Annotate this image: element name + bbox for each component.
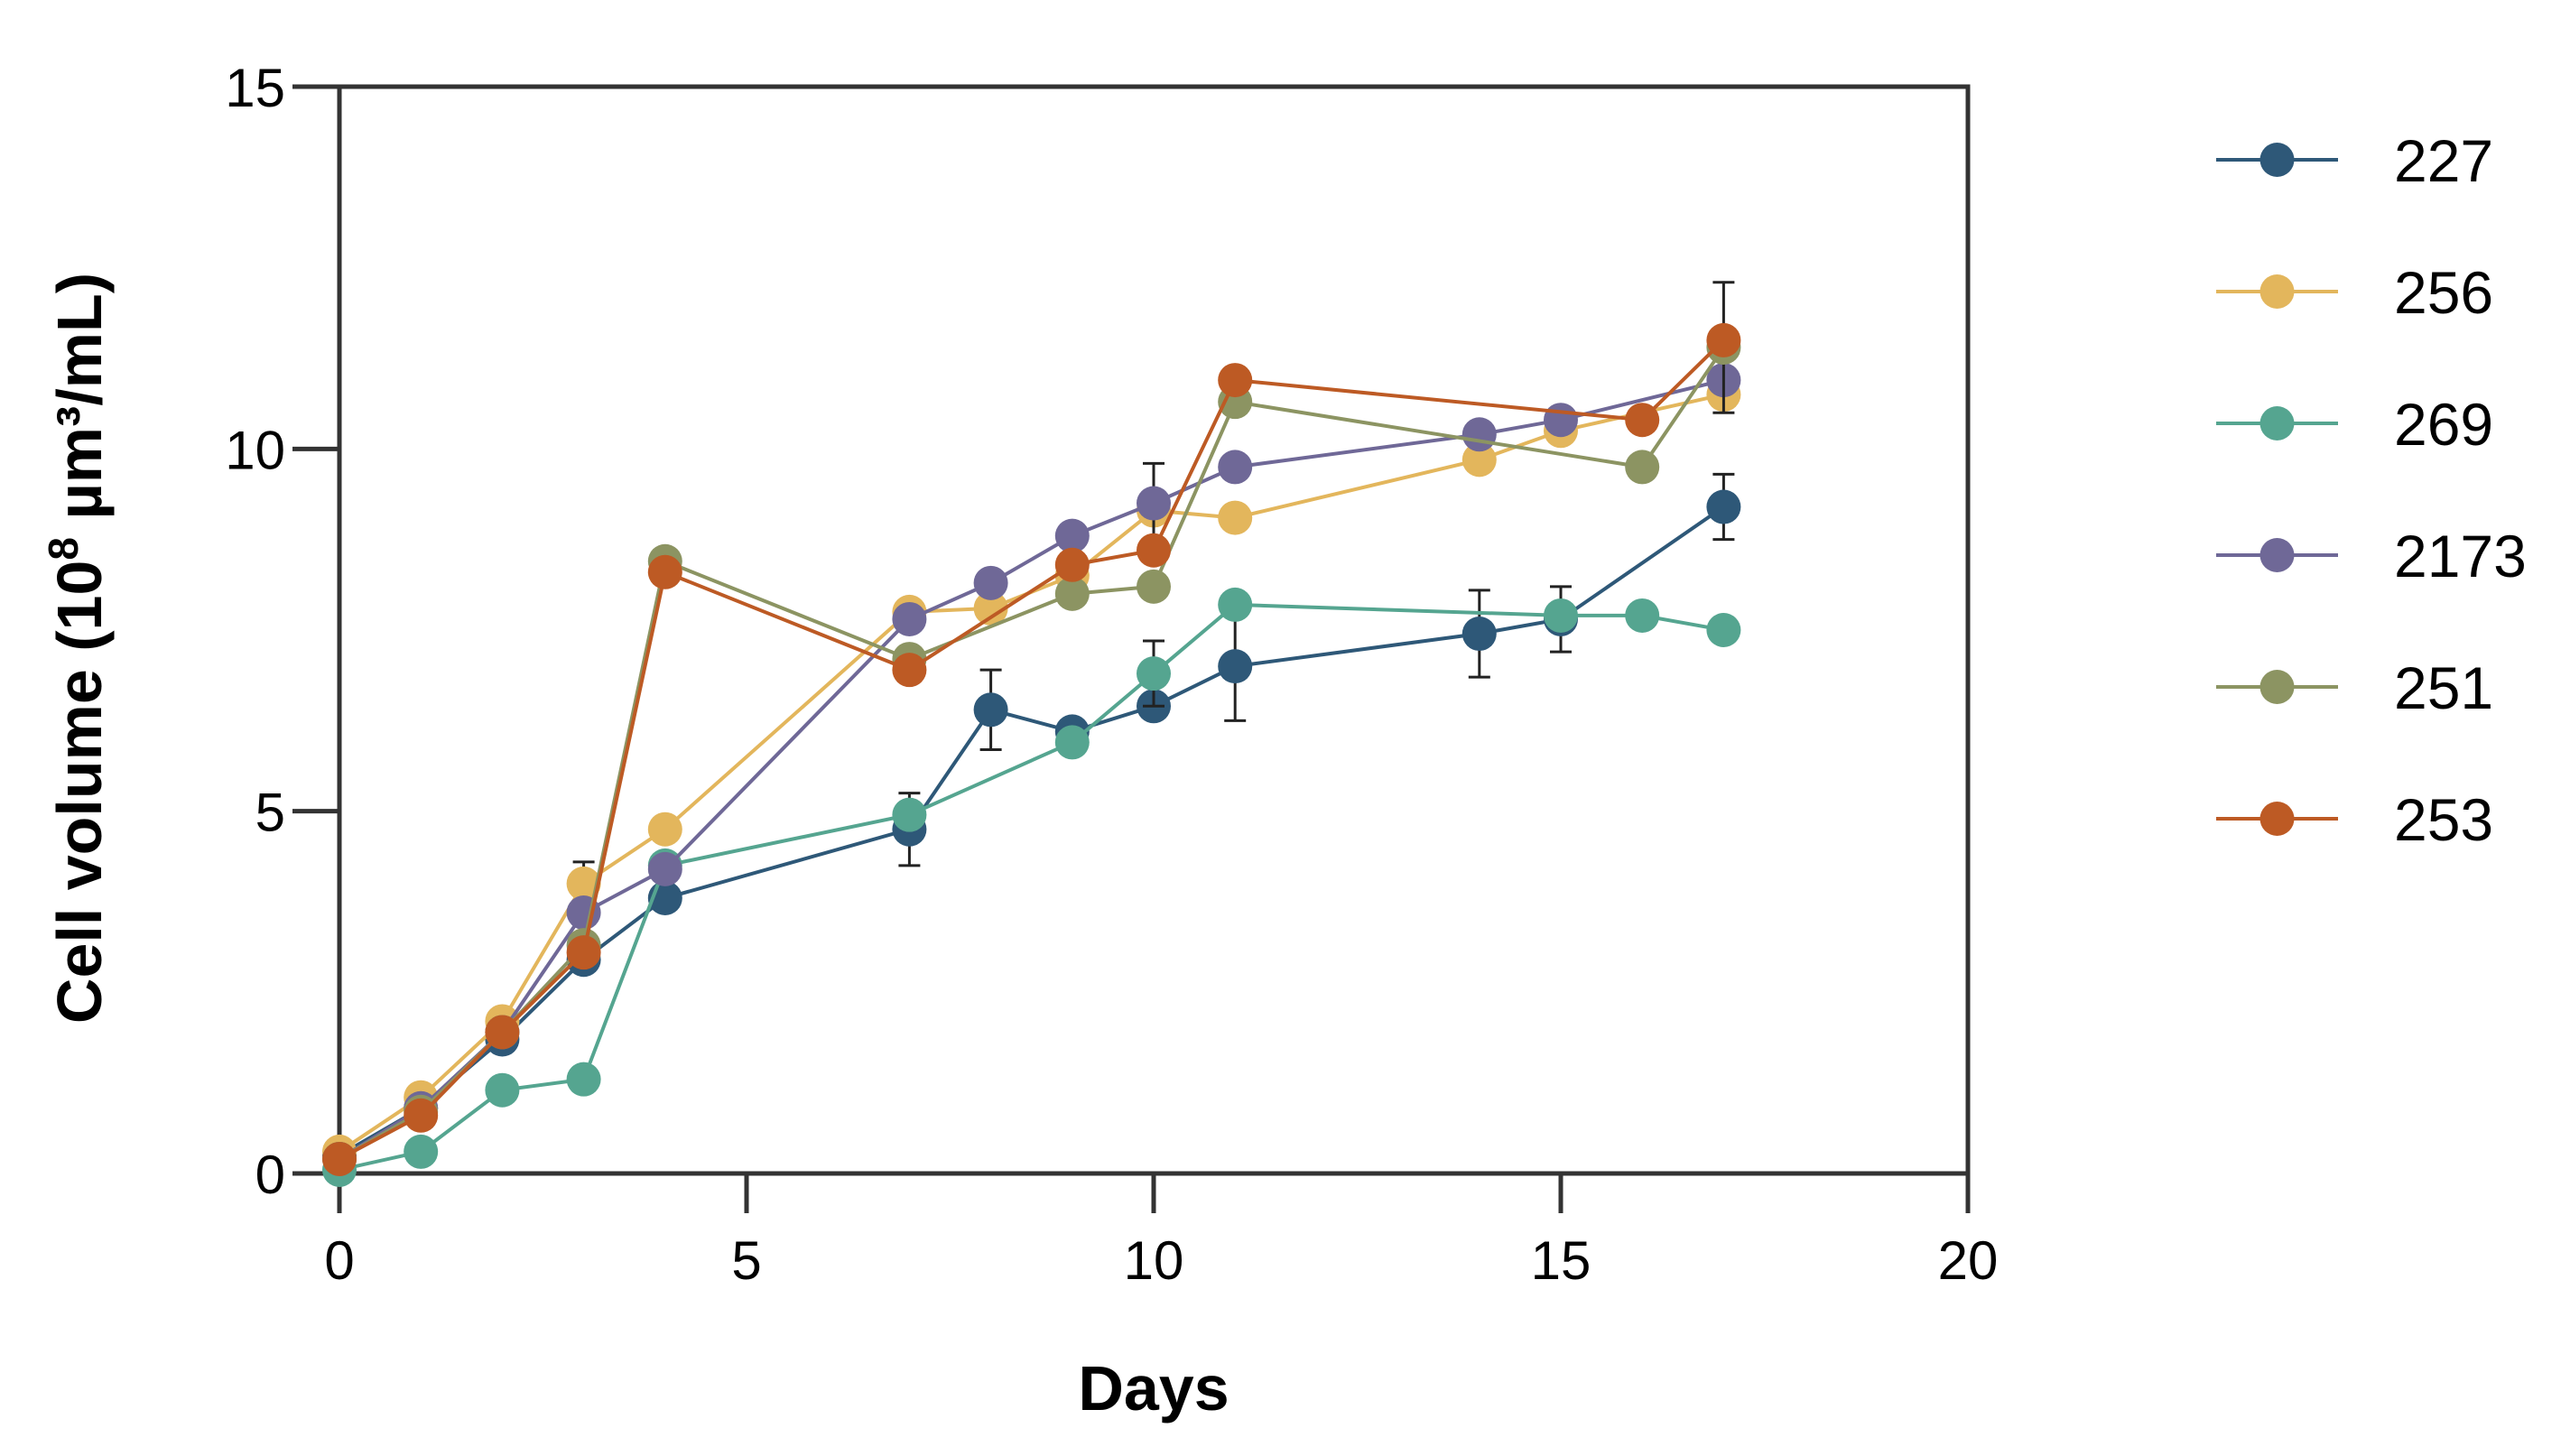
data-point	[1137, 533, 1171, 568]
legend-label: 253	[2394, 786, 2493, 853]
data-point	[973, 692, 1008, 728]
axes: 0 5 10 15 20 0 5 10 15	[225, 58, 1998, 1291]
legend-marker	[2259, 670, 2295, 704]
data-point	[1137, 656, 1171, 691]
legend-marker	[2259, 802, 2295, 836]
series-line-227	[338, 505, 1725, 1157]
y-tick-label: 5	[255, 783, 285, 843]
series-group	[322, 281, 1741, 1187]
data-point	[973, 565, 1008, 600]
x-tick-label: 5	[731, 1230, 761, 1291]
legend-item-253: 253	[2216, 786, 2493, 853]
data-point	[1054, 576, 1090, 611]
series-line-256	[338, 393, 1724, 1154]
legend-label: 256	[2394, 259, 2493, 326]
data-point	[1625, 403, 1660, 438]
data-point	[1706, 489, 1741, 524]
series-line-269	[339, 602, 1724, 1172]
data-point	[404, 1134, 439, 1169]
data-point	[1544, 403, 1578, 438]
data-point	[1461, 417, 1497, 452]
legend-item-227: 227	[2216, 127, 2493, 194]
series-256	[322, 377, 1741, 1169]
data-point	[1461, 442, 1497, 478]
data-point	[1054, 518, 1090, 553]
data-point	[1054, 547, 1090, 582]
x-tick-label: 20	[1938, 1230, 1999, 1291]
data-point	[1218, 500, 1253, 535]
legend-label: 251	[2394, 654, 2493, 721]
legend-marker	[2259, 143, 2295, 177]
y-axis-title-main: Cell volume (10	[44, 561, 115, 1025]
data-point	[892, 797, 927, 832]
data-point	[1218, 363, 1253, 398]
data-point	[1054, 725, 1090, 760]
legend-marker	[2259, 538, 2295, 572]
data-point	[1218, 587, 1253, 622]
data-point	[1544, 598, 1578, 633]
series-253	[322, 322, 1741, 1176]
data-point	[485, 1015, 520, 1050]
data-point	[892, 601, 927, 636]
y-tick-label: 10	[225, 420, 285, 480]
data-point	[566, 866, 601, 901]
x-axis-title: Days	[1078, 1353, 1229, 1424]
data-point	[892, 653, 927, 688]
legend-item-2173: 2173	[2216, 523, 2527, 589]
data-point	[647, 554, 682, 589]
data-point	[322, 1141, 357, 1176]
data-point	[973, 590, 1008, 626]
data-point	[1461, 617, 1497, 652]
data-point	[1706, 613, 1741, 647]
series-line-253	[339, 338, 1725, 1161]
data-point	[647, 811, 682, 847]
legend-label: 269	[2394, 391, 2493, 458]
data-point	[566, 1062, 601, 1097]
legend-item-269: 269	[2216, 391, 2493, 458]
series-line-2173	[338, 378, 1724, 1161]
series-227	[322, 472, 1741, 1173]
data-point	[1625, 450, 1660, 485]
series-2173	[322, 363, 1741, 1176]
data-point	[566, 935, 601, 970]
data-point	[1625, 598, 1660, 633]
data-point	[485, 1072, 520, 1108]
x-tick-label: 10	[1124, 1230, 1184, 1291]
legend-item-256: 256	[2216, 259, 2493, 326]
data-point	[404, 1098, 439, 1133]
legend-marker	[2259, 274, 2295, 309]
x-tick-label: 0	[324, 1230, 354, 1291]
data-point	[1218, 649, 1253, 684]
legend-label: 227	[2394, 127, 2493, 194]
data-point	[1218, 450, 1253, 485]
y-axis-title-superscript: 8	[40, 537, 87, 561]
legend: 227 256 269 2173 251 253	[2216, 127, 2527, 853]
series-251	[322, 281, 1741, 1176]
y-tick-label: 0	[255, 1145, 285, 1205]
legend-marker	[2259, 406, 2295, 441]
y-tick-label: 15	[225, 58, 285, 118]
data-point	[1137, 569, 1171, 604]
y-axis-title-suffix: µm³/mL)	[44, 273, 115, 537]
series-269	[322, 587, 1741, 1187]
series-line-251	[338, 346, 1726, 1161]
y-axis-title: Cell volume (108 µm³/mL)	[40, 273, 115, 1024]
legend-item-251: 251	[2216, 654, 2493, 721]
data-point	[647, 851, 682, 886]
legend-label: 2173	[2394, 523, 2527, 589]
x-tick-label: 15	[1531, 1230, 1591, 1291]
data-point	[1706, 322, 1741, 357]
data-point	[1137, 486, 1171, 521]
